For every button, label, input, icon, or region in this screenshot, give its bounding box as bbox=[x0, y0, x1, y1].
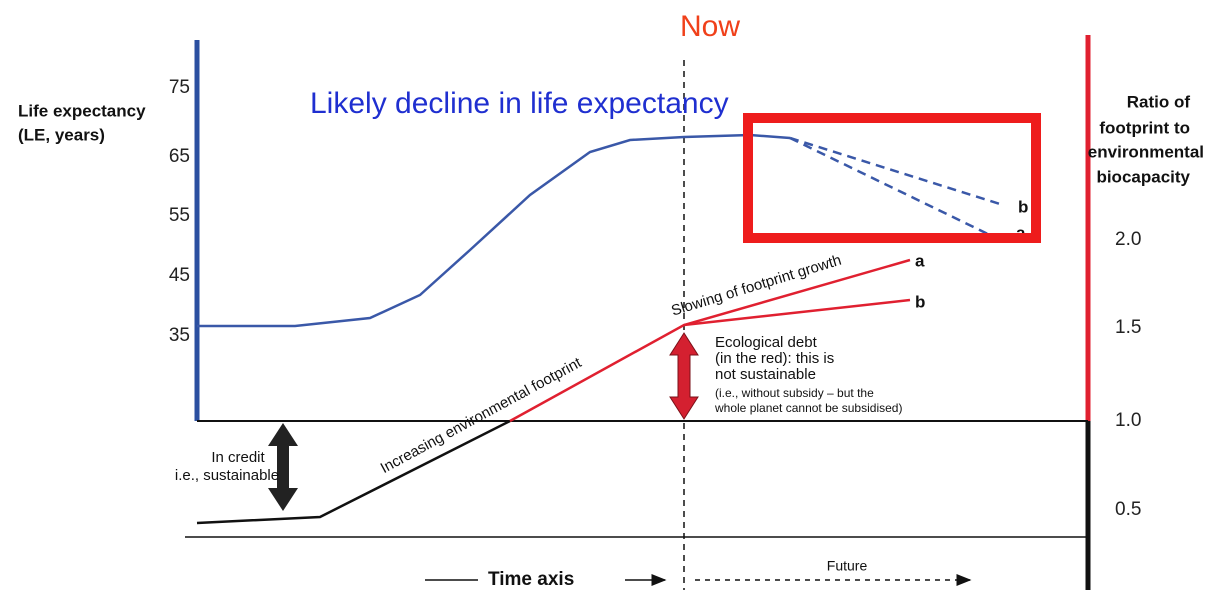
curve-label: a bbox=[915, 251, 925, 270]
left-axis-label: (LE, years) bbox=[18, 125, 105, 144]
debt-label: not sustainable bbox=[715, 366, 816, 383]
credit-arrow bbox=[268, 423, 298, 511]
credit-label: i.e., sustainable bbox=[175, 467, 279, 484]
right-tick: 1.0 bbox=[1115, 410, 1141, 431]
debt-arrow bbox=[669, 332, 699, 420]
credit-label: In credit bbox=[211, 449, 265, 466]
left-tick: 45 bbox=[169, 265, 190, 286]
increasing-label: Increasing environmental footprint bbox=[378, 354, 585, 477]
curve-label: a bbox=[1016, 223, 1026, 242]
debt-label: Ecological debt bbox=[715, 334, 818, 351]
footprint-credit bbox=[196, 419, 511, 525]
life-curve bbox=[197, 133, 791, 328]
debt-note: whole planet cannot be subsidised) bbox=[714, 401, 902, 415]
right-tick: 1.5 bbox=[1115, 317, 1141, 338]
right-axis-label: footprint to bbox=[1099, 118, 1190, 137]
debt-note: (i.e., without subsidy – but the bbox=[715, 386, 874, 400]
future-label: Future bbox=[827, 558, 868, 574]
right-tick: 0.5 bbox=[1115, 499, 1141, 520]
title: Now bbox=[680, 10, 740, 43]
life-b bbox=[789, 136, 1001, 206]
right-axis-label: biocapacity bbox=[1096, 167, 1190, 186]
highlight-box bbox=[743, 113, 1041, 243]
left-tick: 75 bbox=[169, 77, 190, 98]
left-tick: 65 bbox=[169, 146, 190, 167]
debt-label: (in the red): this is bbox=[715, 350, 834, 367]
left-tick: 55 bbox=[169, 205, 190, 226]
curve-label: b bbox=[1018, 197, 1028, 216]
right-axis-label: Ratio of bbox=[1127, 92, 1191, 111]
subtitle: Likely decline in life expectancy bbox=[310, 87, 729, 120]
curve-label: b bbox=[915, 292, 925, 311]
footprint-b bbox=[683, 298, 911, 327]
right-tick: 2.0 bbox=[1115, 229, 1141, 250]
life-a bbox=[789, 136, 991, 237]
left-tick: 35 bbox=[169, 325, 190, 346]
time-axis-label: Time axis bbox=[488, 569, 574, 590]
left-axis-label: Life expectancy bbox=[18, 101, 146, 120]
right-axis-label: environmental bbox=[1088, 142, 1204, 161]
